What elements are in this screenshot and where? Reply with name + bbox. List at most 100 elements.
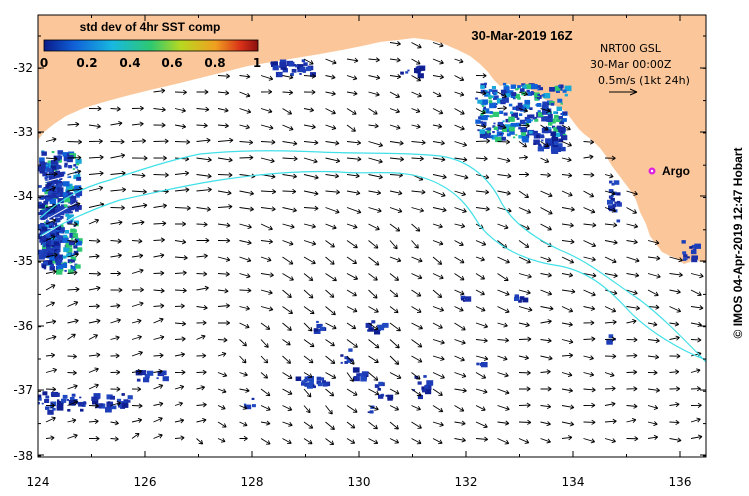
current-arrow [518, 190, 530, 198]
current-arrow [497, 420, 510, 426]
current-arrow [131, 318, 142, 324]
current-arrow [583, 190, 595, 198]
current-arrow [432, 289, 443, 298]
current-arrow [561, 239, 575, 245]
sst-pixel [52, 407, 56, 411]
sst-pixel [303, 382, 307, 386]
sst-pixel [476, 362, 480, 366]
sst-pixel [59, 217, 62, 220]
sst-pixel [106, 401, 114, 407]
sst-pixel [38, 394, 42, 399]
sst-pixel [344, 356, 349, 360]
sst-pixel [127, 395, 133, 400]
sst-pixel [560, 102, 563, 105]
sst-pixel [510, 94, 516, 98]
sst-pixel [57, 183, 63, 188]
sst-pixel [118, 403, 124, 408]
current-arrow [669, 419, 680, 425]
sst-pixel [70, 265, 73, 267]
sst-pixel [270, 62, 274, 65]
current-arrow [131, 138, 147, 144]
sst-pixel [46, 209, 50, 212]
current-arrow [497, 223, 509, 230]
current-arrow [153, 417, 163, 423]
current-arrow [368, 355, 379, 363]
current-arrow [110, 205, 125, 211]
sst-pixel [64, 164, 68, 168]
current-arrow [604, 207, 617, 213]
current-arrow [153, 155, 167, 161]
current-arrow [88, 334, 98, 340]
current-arrow [626, 337, 638, 343]
current-arrow [260, 420, 271, 426]
current-arrow [518, 273, 532, 279]
sst-pixel [683, 254, 688, 258]
sst-pixel [305, 66, 312, 72]
current-arrow [497, 173, 512, 179]
sst-pixel [72, 233, 79, 238]
sst-pixel [46, 182, 51, 187]
current-arrow [540, 256, 552, 263]
current-arrow [239, 322, 250, 329]
current-arrow [411, 189, 426, 195]
current-arrow [174, 205, 191, 211]
current-arrow [282, 372, 293, 379]
sst-pixel [516, 122, 521, 127]
current-arrow [583, 438, 596, 444]
current-arrow [432, 339, 445, 345]
sst-pixel [45, 175, 49, 179]
sst-pixel [528, 130, 533, 134]
current-arrow [303, 190, 319, 196]
current-arrow [346, 75, 358, 81]
current-arrow [647, 289, 659, 297]
current-arrow [282, 188, 297, 195]
sst-pixel [488, 132, 492, 135]
sst-pixel [316, 320, 319, 323]
sst-pixel [299, 66, 306, 72]
sst-pixel [559, 120, 565, 125]
current-arrow [217, 337, 228, 343]
sst-pixel [303, 63, 307, 66]
sst-pixel [58, 238, 65, 243]
current-arrow [432, 207, 447, 213]
sst-pixel [501, 136, 506, 141]
current-arrow [583, 240, 597, 248]
current-arrow [260, 157, 275, 164]
current-arrow [518, 419, 532, 425]
sst-pixel [51, 193, 59, 199]
sst-pixel [417, 65, 422, 69]
current-arrow [260, 322, 271, 330]
sst-pixel [122, 402, 129, 408]
sst-pixel [282, 68, 288, 73]
current-arrow [389, 41, 401, 47]
current-arrow [389, 421, 399, 430]
current-arrow [325, 421, 335, 430]
sst-pixel [547, 112, 551, 115]
sst-pixel [57, 258, 63, 263]
sst-pixel [46, 253, 50, 257]
sst-pixel [414, 68, 421, 74]
model-time: 30-Mar 00:00Z [590, 58, 672, 71]
sst-pixel [488, 96, 492, 100]
current-arrow [690, 402, 702, 408]
current-arrow [325, 173, 339, 179]
sst-pixel [542, 109, 549, 115]
sst-pixel [344, 361, 348, 364]
current-arrow [303, 388, 312, 398]
current-arrow [45, 301, 55, 307]
sst-pixel [50, 160, 57, 165]
current-arrow [67, 333, 76, 340]
sst-pixel [243, 403, 247, 406]
sst-pixel [562, 89, 567, 93]
sst-pixel [57, 209, 65, 216]
current-arrow [432, 306, 445, 312]
current-arrow [239, 190, 255, 196]
sst-pixel [485, 134, 491, 139]
current-arrow [368, 306, 379, 313]
sst-pixel [482, 108, 490, 114]
current-arrow [368, 339, 380, 349]
current-arrow [325, 240, 335, 248]
current-arrow [217, 90, 230, 96]
sst-pixel [481, 105, 485, 107]
current-arrow [518, 91, 529, 97]
